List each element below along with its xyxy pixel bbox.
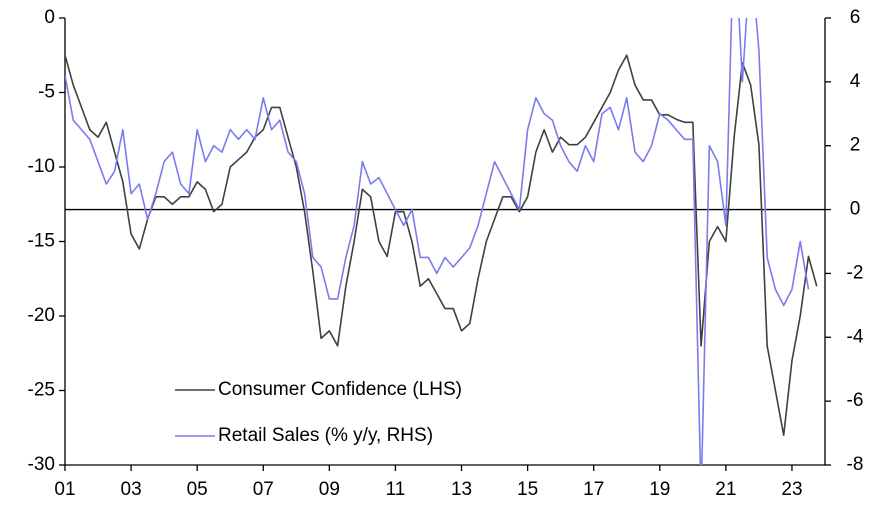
y-tick-label: -30: [28, 454, 55, 475]
x-tick-label: 05: [187, 479, 208, 500]
y2-tick-label: 6: [850, 7, 861, 28]
x-tick-label: 13: [451, 479, 472, 500]
x-tick-label: 03: [121, 479, 142, 500]
y-tick-label: -10: [28, 156, 55, 177]
x-tick-label: 23: [781, 479, 802, 500]
y2-tick-label: -2: [847, 262, 864, 283]
series-line: [65, 18, 810, 465]
x-tick-label: 19: [649, 479, 670, 500]
plot-area: [65, 18, 818, 465]
legend-label: Retail Sales (% y/y, RHS): [218, 425, 433, 446]
y-tick-label: 0: [44, 7, 55, 28]
x-tick-label: 21: [715, 479, 736, 500]
series-line: [65, 54, 818, 436]
y-tick-label: -25: [28, 380, 55, 401]
x-tick-label: 11: [386, 479, 406, 500]
y2-tick-label: 2: [850, 135, 861, 156]
x-tick-label: 07: [253, 479, 274, 500]
y-tick-label: -20: [28, 305, 55, 326]
y2-tick-label: 0: [850, 199, 861, 220]
y-tick-label: -15: [28, 231, 55, 252]
y-tick-label: -5: [38, 82, 55, 103]
x-tick-label: 15: [517, 479, 538, 500]
y2-tick-label: -8: [847, 454, 864, 475]
y2-tick-label: -4: [847, 326, 864, 347]
legend-label: Consumer Confidence (LHS): [218, 379, 462, 400]
y2-tick-label: 4: [850, 71, 861, 92]
x-tick-label: 17: [583, 479, 604, 500]
x-tick-label: 01: [54, 479, 75, 500]
x-tick-label: 09: [319, 479, 340, 500]
y2-tick-label: -6: [847, 390, 864, 411]
